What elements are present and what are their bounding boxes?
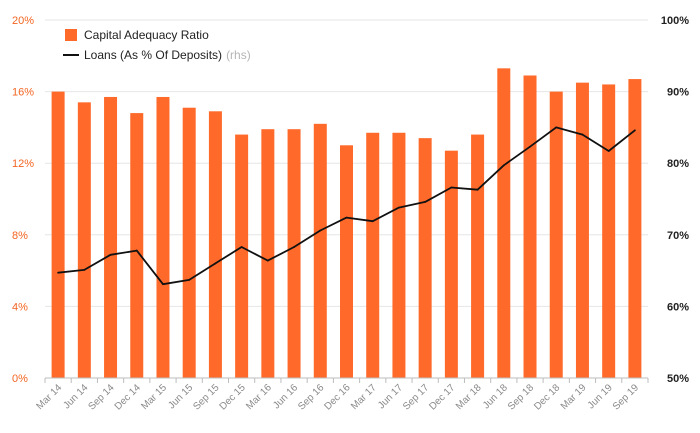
line-point <box>633 129 636 132</box>
line-point <box>555 126 558 129</box>
legend-line-label: Loans (As % Of Deposits) (rhs) <box>84 48 251 62</box>
x-tick-label: Jun 17 <box>376 382 405 411</box>
bar <box>628 79 642 378</box>
bar <box>418 138 432 378</box>
line-point <box>502 164 505 167</box>
bar <box>366 132 380 378</box>
x-tick-label: Dec 15 <box>218 382 248 412</box>
bar <box>130 113 144 378</box>
line-point <box>319 229 322 232</box>
y-right-tick-label: 50% <box>667 373 689 385</box>
line-point <box>424 200 427 203</box>
line-series <box>57 126 636 286</box>
bar <box>471 134 485 378</box>
bar <box>182 107 196 379</box>
y-left-tick-label: 12% <box>12 158 34 170</box>
x-tick-label: Mar 18 <box>454 382 484 412</box>
bar <box>313 123 327 378</box>
x-tick-label: Mar 14 <box>34 382 64 412</box>
y-right-tick-label: 70% <box>667 230 689 242</box>
bar <box>156 96 170 378</box>
line-point <box>371 220 374 223</box>
line-point <box>109 253 112 256</box>
x-tick-label: Mar 19 <box>559 382 589 412</box>
line-point <box>162 283 164 286</box>
line-point <box>345 216 348 219</box>
bar <box>549 91 563 378</box>
legend-bar-swatch <box>65 29 77 41</box>
bar <box>287 129 301 378</box>
line-point <box>266 259 269 262</box>
line-point <box>476 188 479 191</box>
x-tick-label: Jun 14 <box>61 382 90 411</box>
line-point <box>607 150 610 152</box>
legend-line-note: (rhs) <box>226 48 251 62</box>
bar <box>392 132 406 378</box>
legend-bar-label: Capital Adequacy Ratio <box>84 28 209 42</box>
x-tick-label: Jun 19 <box>586 382 615 411</box>
x-tick-label: Mar 15 <box>139 382 169 412</box>
x-tick-label: Dec 17 <box>427 382 457 412</box>
x-tick-label: Sep 15 <box>191 382 221 412</box>
bar <box>340 145 353 378</box>
bar <box>77 102 91 378</box>
bar <box>523 75 537 379</box>
y-right-tick-label: 100% <box>661 15 689 27</box>
legend-line-text: Loans (As % Of Deposits) <box>84 48 222 62</box>
bar <box>261 129 275 378</box>
x-tick-label: Sep 17 <box>401 382 431 412</box>
line-point <box>398 206 400 209</box>
x-tick-label: Jun 15 <box>166 382 195 411</box>
x-tick-label: Sep 16 <box>296 382 326 412</box>
x-tick-label: Mar 17 <box>349 382 379 412</box>
x-tick-label: Dec 16 <box>322 382 352 412</box>
x-tick-label: Sep 19 <box>611 382 641 412</box>
line-point <box>188 279 191 281</box>
line-point <box>450 186 453 189</box>
x-tick-label: Jun 16 <box>271 382 300 411</box>
line-point <box>581 133 584 136</box>
bar <box>444 150 458 378</box>
y-left-tick-label: 0% <box>12 373 28 385</box>
bar <box>104 96 118 378</box>
bar <box>497 68 511 378</box>
line-point <box>135 249 138 252</box>
y-right-tick-label: 90% <box>667 87 689 99</box>
bar <box>575 82 589 379</box>
bar-series <box>51 68 642 379</box>
bar <box>602 84 616 378</box>
x-tick-label: Sep 18 <box>506 382 536 412</box>
y-right-tick-label: 80% <box>667 158 689 170</box>
x-tick-label: Mar 16 <box>244 382 274 412</box>
legend: Capital Adequacy Ratio Loans (As % Of De… <box>63 28 251 62</box>
y-right-tick-label: 60% <box>667 301 689 313</box>
bar <box>51 91 65 378</box>
bar <box>208 111 222 378</box>
y-left-tick-label: 16% <box>12 87 34 99</box>
x-tick-label: Jun 18 <box>481 382 510 411</box>
x-tick-label: Dec 18 <box>532 382 562 412</box>
x-tick-label: Dec 14 <box>113 382 143 412</box>
line-point <box>529 145 531 148</box>
line-point <box>214 262 217 265</box>
y-left-tick-label: 4% <box>12 301 28 313</box>
y-left-tick-label: 20% <box>12 15 34 27</box>
line-point <box>293 246 295 248</box>
line-point <box>240 246 243 248</box>
bar <box>235 134 249 378</box>
x-tick-label: Sep 14 <box>86 382 116 412</box>
line-point <box>83 268 86 271</box>
y-left-tick-label: 8% <box>12 230 28 242</box>
line-point <box>57 271 60 274</box>
